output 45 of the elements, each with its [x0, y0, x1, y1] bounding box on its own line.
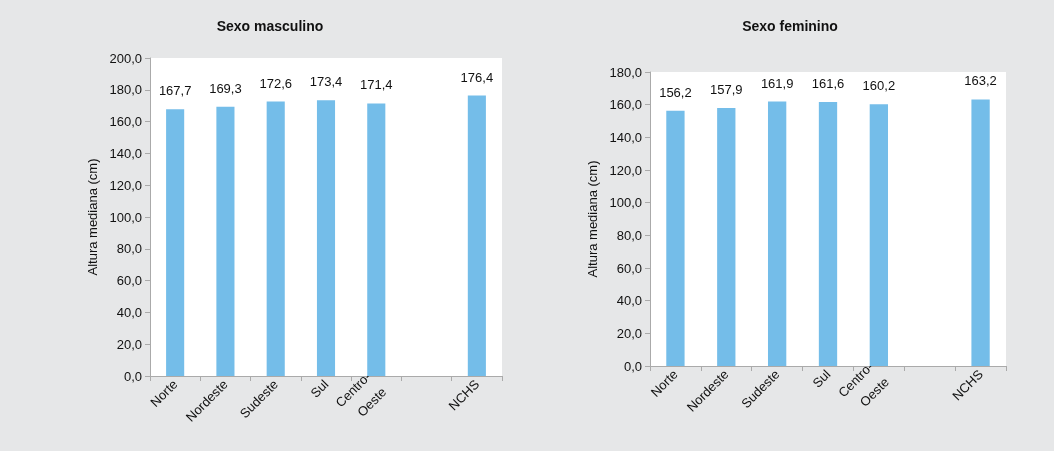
chart-title: Sexo masculino	[216, 18, 324, 34]
data-label: 161,6	[811, 76, 845, 92]
y-tick-label: 140,0	[609, 129, 642, 145]
y-tick-label: 160,0	[609, 97, 642, 113]
y-tick-label: 80,0	[616, 227, 642, 243]
bar	[467, 95, 486, 376]
y-tick-label: 40,0	[116, 304, 142, 320]
y-tick-label: 20,0	[616, 325, 642, 341]
y-tick-label: 120,0	[109, 177, 142, 193]
data-label: 169,3	[209, 80, 242, 96]
bar	[166, 109, 185, 376]
data-label: 163,2	[964, 73, 997, 89]
bar	[266, 101, 285, 376]
x-tick-label: Sul	[307, 376, 332, 401]
bar	[216, 106, 235, 376]
y-tick-label: 0,0	[123, 368, 142, 384]
y-tick-label: 140,0	[109, 145, 142, 161]
data-label: 157,9	[710, 82, 743, 98]
y-axis-title: Altura mediana (cm)	[84, 158, 100, 276]
data-label: 173,4	[309, 74, 343, 90]
chart-title: Sexo feminino	[742, 18, 838, 34]
data-label: 172,6	[259, 75, 292, 91]
data-label: 176,4	[460, 69, 494, 85]
y-tick-label: 20,0	[116, 336, 142, 352]
bar	[367, 103, 386, 376]
y-axis-title: Altura mediana (cm)	[584, 160, 600, 278]
y-tick-label: 180,0	[609, 64, 642, 80]
y-tick-label: 80,0	[116, 241, 142, 257]
data-label: 156,2	[659, 84, 692, 100]
y-tick-label: 40,0	[616, 293, 642, 309]
y-tick-label: 0,0	[623, 358, 642, 374]
data-label: 171,4	[360, 77, 393, 93]
data-label: 167,7	[158, 83, 192, 99]
y-tick-label: 120,0	[609, 162, 642, 178]
y-tick-label: 100,0	[609, 195, 642, 211]
y-tick-label: 200,0	[109, 50, 142, 66]
data-label: 160,2	[862, 78, 896, 94]
y-tick-label: 60,0	[616, 260, 642, 276]
y-tick-label: 180,0	[109, 82, 142, 98]
y-tick-label: 100,0	[109, 209, 142, 225]
y-tick-label: 160,0	[109, 114, 142, 130]
y-tick-label: 60,0	[116, 273, 142, 289]
bar	[316, 100, 336, 376]
data-label: 161,9	[760, 75, 794, 91]
x-tick-label: Sul	[809, 366, 834, 391]
